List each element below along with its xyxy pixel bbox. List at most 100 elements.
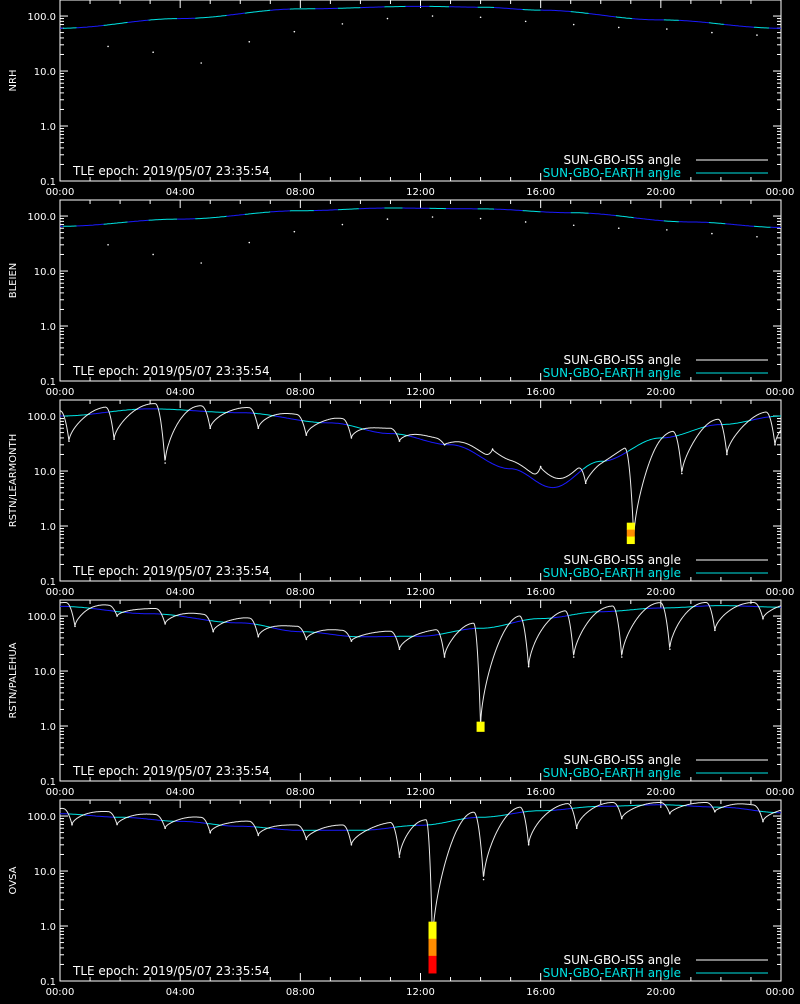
iss-dip-point: [762, 821, 764, 823]
y-axis-label: RSTN/PALEHUA: [8, 642, 19, 718]
iss-dip-point: [351, 640, 353, 642]
x-tick-label: 16:00: [526, 587, 555, 598]
series-earth-angle: [511, 621, 523, 624]
x-tick-label: 20:00: [646, 987, 675, 998]
iss-dip-point: [525, 21, 527, 23]
series-earth-angle: [616, 608, 648, 611]
series-earth-angle: [270, 9, 290, 10]
series-earth-angle: [272, 628, 304, 632]
iss-dip-point: [116, 824, 118, 826]
iss-dip-point: [669, 813, 671, 815]
x-tick-label: 00:00: [766, 187, 795, 198]
legend-label: SUN-GBO-EARTH angle: [543, 366, 681, 380]
x-tick-label: 12:00: [406, 787, 435, 798]
iss-dip-point: [257, 636, 259, 638]
y-tick-label: 1.0: [40, 522, 56, 533]
series-earth-angle: [227, 214, 245, 216]
x-tick-label: 00:00: [766, 787, 795, 798]
series-earth-angle: [179, 616, 211, 621]
series-earth-angle: [270, 211, 290, 212]
x-tick-label: 12:00: [406, 987, 435, 998]
series-earth-angle: [317, 633, 350, 637]
series-earth-angle: [314, 210, 338, 211]
series-earth-angle: [129, 818, 162, 821]
series-earth-angle: [632, 19, 664, 20]
series-earth-angle: [159, 409, 189, 410]
iss-dip-point: [387, 218, 389, 220]
iss-dip-point: [116, 615, 118, 617]
y-tick-label: 1.0: [40, 922, 56, 933]
series-earth-angle: [77, 25, 104, 27]
iss-dip-point: [444, 656, 446, 658]
iss-dip-point: [711, 233, 713, 235]
series-earth-angle: [724, 24, 754, 27]
event-marker-band: [627, 523, 635, 530]
x-tick-label: 04:00: [166, 387, 195, 398]
series-earth-angle: [523, 10, 541, 11]
legend-label: SUN-GBO-ISS angle: [564, 953, 681, 967]
iss-dip-point: [681, 473, 683, 475]
iss-dip-point: [164, 623, 166, 625]
iss-dip-point: [342, 23, 344, 25]
event-marker-band: [627, 530, 635, 537]
series-earth-angle: [149, 19, 178, 21]
iss-dip-point: [164, 462, 166, 464]
series-earth-angle: [616, 17, 633, 19]
series-earth-angle: [634, 218, 664, 221]
series-earth-angle: [245, 212, 270, 215]
iss-dip-point: [68, 440, 70, 442]
series-earth-angle: [664, 221, 679, 222]
series-iss-angle: [60, 603, 781, 727]
series-earth-angle: [449, 7, 478, 8]
series-earth-angle: [128, 220, 149, 222]
series-earth-angle: [724, 807, 760, 811]
iss-dip-point: [399, 856, 401, 858]
y-axis-label: OVSA: [8, 866, 19, 894]
x-tick-label: 04:00: [166, 787, 195, 798]
legend-label: SUN-GBO-EARTH angle: [543, 966, 681, 980]
y-axis-label: RSTN/LEARMONTH: [8, 434, 19, 528]
y-tick-label: 10.0: [34, 467, 56, 478]
iss-dip-point: [618, 227, 620, 229]
series-earth-angle: [494, 209, 522, 211]
x-tick-label: 08:00: [286, 787, 315, 798]
iss-dip-point: [666, 229, 668, 231]
y-tick-label: 100.0: [27, 412, 56, 423]
iss-dip-point: [492, 448, 494, 450]
x-tick-label: 20:00: [646, 187, 675, 198]
iss-dip-point: [113, 438, 115, 440]
iss-dip-point: [342, 224, 344, 226]
series-earth-angle: [207, 412, 228, 413]
series-earth-angle: [739, 606, 759, 607]
iss-dip-point: [107, 46, 109, 48]
series-earth-angle: [754, 226, 771, 227]
x-tick-label: 00:00: [766, 987, 795, 998]
y-tick-label: 100.0: [27, 612, 56, 623]
series-earth-angle: [771, 416, 782, 417]
iss-dip-point: [152, 254, 154, 256]
iss-dip-point: [618, 27, 620, 29]
x-tick-label: 12:00: [406, 587, 435, 598]
iss-dip-point: [248, 41, 250, 43]
series-earth-angle: [92, 608, 116, 611]
legend-label: SUN-GBO-ISS angle: [564, 153, 681, 167]
iss-dip-point: [726, 454, 728, 456]
iss-dip-point: [152, 51, 154, 53]
series-earth-angle: [338, 209, 359, 210]
series-earth-angle: [664, 607, 696, 609]
x-tick-label: 04:00: [166, 987, 195, 998]
event-marker-band: [429, 956, 437, 974]
y-axis-label: BLEIEN: [8, 263, 19, 299]
series-earth-angle: [360, 7, 384, 8]
series-earth-angle: [195, 15, 227, 18]
series-earth-angle: [523, 618, 553, 621]
legend-label: SUN-GBO-EARTH angle: [543, 766, 681, 780]
series-earth-angle: [71, 607, 92, 609]
series-earth-angle: [616, 216, 634, 218]
series-earth-angle: [338, 8, 361, 9]
series-earth-angle: [321, 423, 348, 425]
iss-dip-point: [351, 437, 353, 439]
series-earth-angle: [628, 438, 664, 452]
x-tick-label: 16:00: [526, 387, 555, 398]
